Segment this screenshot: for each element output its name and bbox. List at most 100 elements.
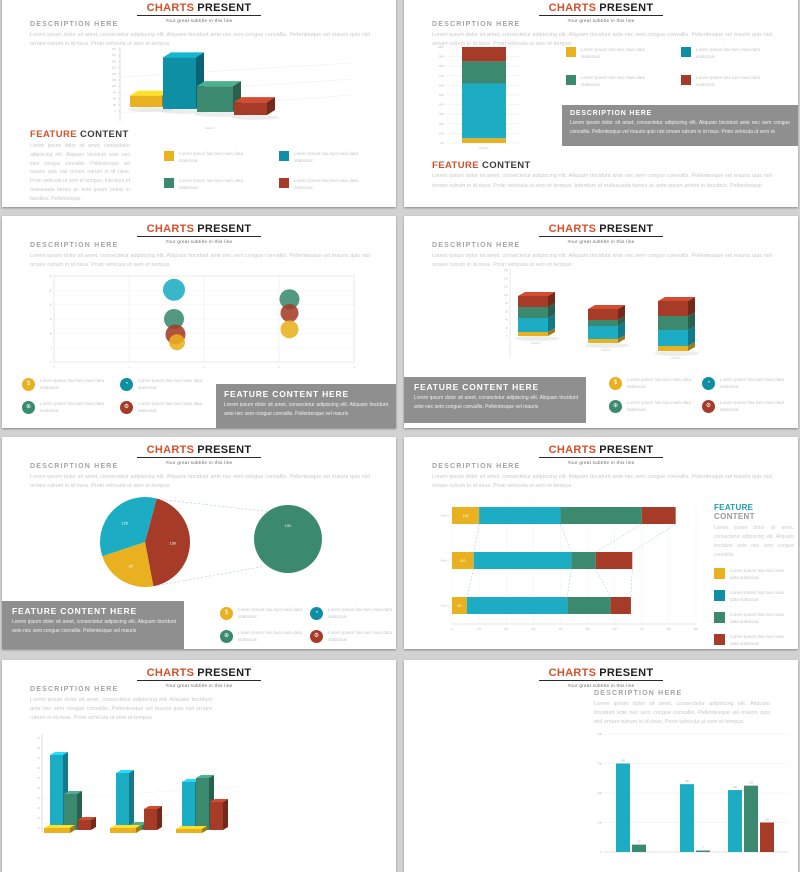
slide-header: CHARTS PRESENT Your great subtitle in thi… [2,663,396,688]
slide-subtitle: Your great subtitle in this line [165,17,233,23]
slide-title: CHARTS PRESENT [136,2,262,16]
legend-item: ⚙ Lorem Ipsum has two main data statistic… [702,399,795,414]
svg-text:20%: 20% [439,123,445,126]
legend-item: $ Lorem Ipsum has two main data statistic… [220,607,310,621]
svg-text:70%: 70% [439,75,445,78]
slide-6-horizontal-stacked-bar-chart[interactable]: CHARTS PRESENT Your great subtitle in thi… [404,437,798,649]
pie-icon: ◔ [702,377,715,390]
svg-text:80: 80 [458,604,462,608]
description-heading: DESCRIPTION HERE [30,686,119,693]
horizontal-stacked-bar-chart: 0 100 200 300 400 500 600 700 800 900 100 Period 1 1… [432,497,706,637]
slide-subtitle: Your great subtitle in this line [567,238,635,244]
svg-text:80: 80 [129,564,134,569]
legend-item: Lorem Ipsum has two main data statistica… [566,74,681,89]
green-swatch [164,177,174,188]
legend-item: Lorem Ipsum has two main data statistica… [279,151,394,165]
description-block: DESCRIPTION HERE Lorem ipsum dolor sit a… [30,21,370,49]
svg-text:5: 5 [51,347,53,350]
globe-icon: ⊕ [220,629,233,643]
svg-text:300: 300 [621,760,626,763]
svg-text:900: 900 [694,628,699,631]
legend-item: ◔ Lorem Ipsum has two main data statistic… [310,607,396,621]
teal-swatch [681,47,691,57]
svg-text:0: 0 [51,361,53,364]
slide-subtitle: Your great subtitle in this line [165,459,233,465]
svg-text:800: 800 [667,628,672,631]
feature-heading: FEATURE CONTENT [714,503,755,521]
feature-gray-box: FEATURE CONTENT HERE Lorem ipsum dolor s… [404,377,586,423]
description-heading: DESCRIPTION HERE [432,21,521,28]
svg-text:300: 300 [112,47,117,51]
slide-subtitle: Your great subtitle in this line [165,682,233,688]
svg-text:70: 70 [37,757,40,760]
slide-5-pie-chart[interactable]: CHARTS PRESENT Your great subtitle in thi… [2,437,396,649]
svg-text:20: 20 [505,327,508,330]
title-accent: CHARTS [146,223,195,235]
svg-text:20: 20 [37,807,40,810]
bubble-chart: 30 25 20 15 10 5 0 0 1 2 3 4 [40,272,362,374]
title-main: PRESENT [197,2,252,14]
stacked-column-chart: 100% 90% 80% 70% 60% 50% 40% 30% 20% 10% 0% Period … [428,41,528,159]
slide-header: CHARTS PRESENT Your great subtitle in thi… [404,219,798,244]
svg-text:300: 300 [598,762,603,766]
description-block: DESCRIPTION HERE Lorem ipsum dolor sit a… [594,690,770,727]
title-main: PRESENT [197,444,252,456]
legend: Lorem Ipsum has two main data statistica… [566,47,796,89]
slide-4-3d-stacked-column-chart[interactable]: CHARTS PRESENT Your great subtitle in thi… [404,216,798,428]
slide-8-column-chart[interactable]: CHARTS PRESENT Your great subtitle in thi… [404,660,798,872]
green-swatch [714,611,725,623]
svg-text:Period 1: Period 1 [532,342,542,345]
slide-3-bubble-chart[interactable]: CHARTS PRESENT Your great subtitle in thi… [2,216,396,428]
svg-text:200: 200 [504,628,509,631]
slide-2-stacked-column-chart[interactable]: CHARTS PRESENT Your great subtitle in thi… [404,0,798,207]
svg-text:400: 400 [558,628,563,631]
pie-chart: 150 80 120 150 [30,485,365,599]
slide-title: CHARTS PRESENT [136,444,262,458]
slide-title: CHARTS PRESENT [136,667,262,681]
svg-text:10: 10 [49,332,52,335]
slide-1-3d-bar-chart[interactable]: CHARTS PRESENT Your great subtitle in thi… [2,0,396,207]
description-text: Lorem ipsum dolor sit amet, consectetur … [432,474,772,490]
description-block: DESCRIPTION HERE Lorem ipsum dolor sit a… [432,21,772,49]
svg-text:0: 0 [53,366,55,369]
legend-item: Lorem Ipsum has two main data statistica… [714,633,794,648]
legend-item: $ Lorem Ipsum has two main data statistic… [22,378,120,392]
feature-panel: FEATURE CONTENT Lorem ipsum dolor sit am… [714,503,794,648]
title-main: PRESENT [599,223,654,235]
gray-box-heading: FEATURE CONTENT HERE [224,389,349,399]
legend: $ Lorem Ipsum has two main data statistic… [22,378,218,415]
legend-item: Lorem Ipsum has two main data statistica… [279,177,394,192]
red-swatch [681,74,691,85]
legend-item: Lorem Ipsum has two main data statistica… [681,74,796,89]
description-text: Lorem ipsum dolor sit amet, consectetur … [30,253,370,269]
title-accent: CHARTS [548,2,597,14]
svg-text:40%: 40% [439,104,445,107]
slide-subtitle: Your great subtitle in this line [567,17,635,23]
globe-icon: ⊕ [22,400,35,414]
svg-text:Period 3: Period 3 [440,605,449,608]
description-text: Lorem ipsum dolor sit amet, consectetur … [432,32,772,48]
green-swatch [566,74,576,85]
title-main: PRESENT [599,667,654,679]
svg-text:1: 1 [128,366,130,369]
legend-item: Lorem Ipsum has two main data statistica… [714,568,794,582]
slide-title: CHARTS PRESENT [538,444,664,458]
svg-text:30: 30 [49,275,52,278]
legend-item: Lorem Ipsum has two main data statistica… [164,177,279,192]
gray-box-text: Lorem ipsum dolor sit amet, consectetur … [570,120,790,135]
title-accent: CHARTS [548,667,597,679]
clustered-3d-column-chart: 90 80 70 60 50 40 30 20 10 0 [16,726,248,872]
title-accent: CHARTS [548,223,597,235]
title-accent: CHARTS [146,444,195,456]
svg-text:700: 700 [640,628,645,631]
svg-text:10: 10 [37,817,40,820]
svg-text:150: 150 [112,78,117,82]
dollar-icon: $ [609,377,622,390]
svg-text:270: 270 [112,53,117,57]
description-block: DESCRIPTION HERE Lorem ipsum dolor sit a… [30,686,212,723]
svg-text:40: 40 [505,319,508,322]
legend: $ Lorem Ipsum has two main data statistic… [609,377,795,414]
podium-3d-bar-chart: 300 270 240 210 180 150 120 90 60 30 0 Group 1 [60,43,360,135]
svg-text:2: 2 [203,366,205,369]
slide-7-3d-clustered-column-chart[interactable]: CHARTS PRESENT Your great subtitle in thi… [2,660,396,872]
